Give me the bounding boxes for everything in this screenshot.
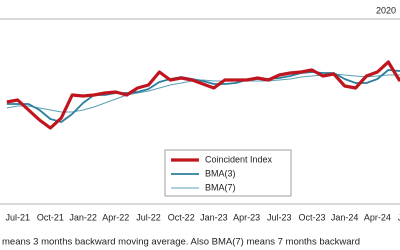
x-tick-label: Oct-23 <box>298 212 325 222</box>
series-line <box>6 69 400 123</box>
x-tick-label: Jul-24 <box>398 212 400 222</box>
legend-label: Coincident Index <box>205 154 273 164</box>
legend-label: BMA(7) <box>205 182 236 192</box>
x-tick-label: Apr-23 <box>233 212 260 222</box>
x-tick-label: Apr-22 <box>102 212 129 222</box>
corner-label: 2020 <box>376 5 396 15</box>
legend-label: BMA(3) <box>205 168 236 178</box>
x-tick-label: Oct-21 <box>37 212 64 222</box>
x-tick-label: Apr-24 <box>364 212 391 222</box>
caption: means 3 months backward moving average. … <box>2 237 360 248</box>
x-tick-label: Jan-22 <box>69 212 97 222</box>
legend: Coincident Index BMA(3) BMA(7) <box>164 149 292 197</box>
series-line <box>6 60 400 130</box>
x-tick-label: Jul-23 <box>267 212 292 222</box>
x-tick-label: Jul-22 <box>136 212 161 222</box>
x-tick-label: Oct-22 <box>168 212 195 222</box>
x-tick-label: Jul-21 <box>5 212 30 222</box>
x-tick-label: Jan-24 <box>331 212 359 222</box>
x-tick-label: Jan-23 <box>200 212 228 222</box>
